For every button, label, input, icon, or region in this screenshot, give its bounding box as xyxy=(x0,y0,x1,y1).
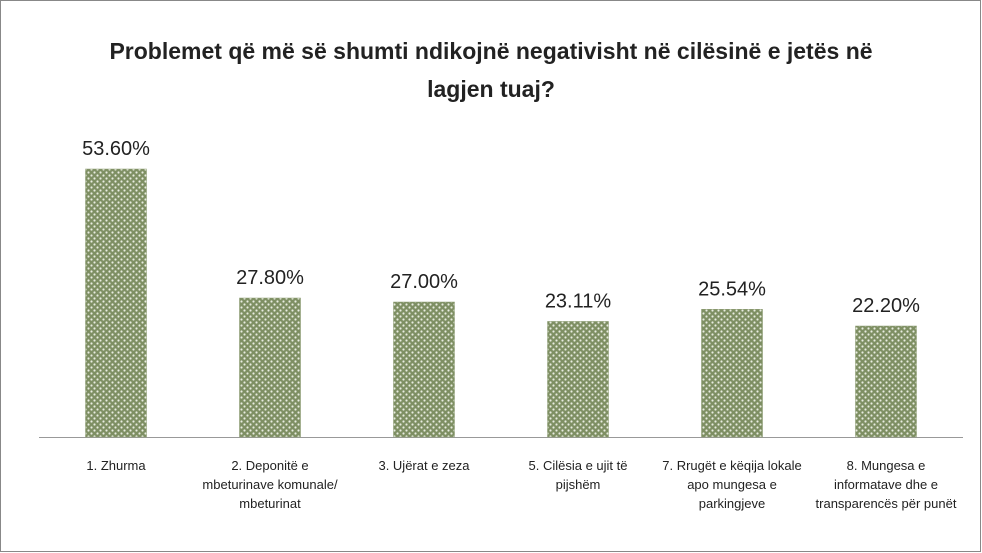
bar xyxy=(855,325,917,438)
bar xyxy=(701,309,763,438)
x-tick-label: 8. Mungesa e informatave dhe e transpare… xyxy=(815,458,957,511)
chart-title: Problemet që më së shumti ndikojnë negat… xyxy=(109,38,873,102)
x-tick-label: 1. Zhurma xyxy=(86,458,146,473)
x-tick-label: 7. Rrugët e këqija lokale apo mungesa e … xyxy=(662,458,802,511)
x-tick-label: 3. Ujërat e zeza xyxy=(378,458,470,473)
data-label: 22.20% xyxy=(852,295,920,317)
data-label: 27.00% xyxy=(390,271,458,293)
data-label: 25.54% xyxy=(698,278,766,300)
bar xyxy=(239,297,301,438)
x-tick-label: 2. Deponitë e mbeturinave komunale/ mbet… xyxy=(202,458,338,511)
data-label: 27.80% xyxy=(236,267,304,289)
data-label: 23.11% xyxy=(545,290,612,312)
x-tick-label: 5. Cilësia e ujit të pijshëm xyxy=(528,458,628,492)
data-label: 53.60% xyxy=(82,138,150,160)
bar xyxy=(85,168,147,438)
bar xyxy=(393,301,455,438)
bar xyxy=(547,321,609,438)
